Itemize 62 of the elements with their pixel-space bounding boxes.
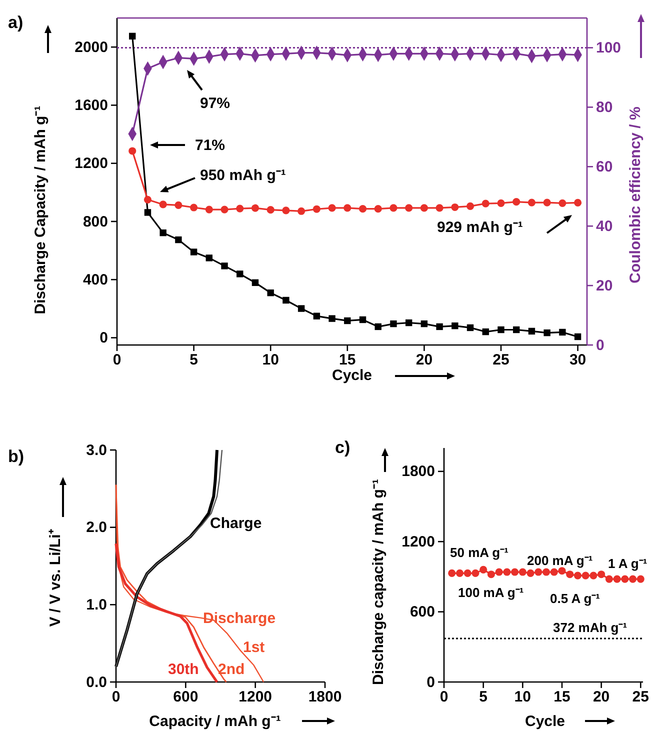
annotation: 1 A g⁻¹ — [608, 556, 648, 571]
x-tick-label: 1200 — [238, 688, 272, 706]
y2-tick-label: 20 — [596, 277, 613, 294]
x-tick-label: 0 — [440, 688, 448, 706]
y-tick-label: 0 — [100, 330, 108, 347]
y2-tick-label: 0 — [596, 336, 604, 354]
y-axis-title: Discharge Capacity / mAh g⁻¹ — [32, 106, 49, 314]
chart-title: b) — [8, 447, 24, 466]
y-tick-label: 1800 — [402, 463, 435, 480]
y-tick-label: 3.0 — [86, 442, 107, 459]
y2-tick-label: 80 — [596, 98, 613, 116]
y2-tick-label: 100 — [596, 40, 622, 57]
annotation: Charge — [210, 515, 262, 532]
y-axis-title: Discharge capacity / mAh g⁻¹ — [370, 479, 387, 685]
y2-axis-title: Coulombic efficiency / % — [627, 106, 644, 284]
y-tick-label: 400 — [82, 271, 108, 288]
y-tick-label: 0.0 — [86, 674, 107, 691]
x-tick-label: 10 — [514, 688, 531, 706]
y-tick-label: 1.0 — [86, 596, 107, 614]
y-tick-label: 2.0 — [86, 519, 107, 536]
x-axis-title: Capacity / mAh g⁻¹ — [149, 713, 281, 730]
annotation: 0.5 A g⁻¹ — [550, 591, 600, 606]
chart-title: a) — [8, 13, 24, 32]
ref-line-label: 372 mAh g⁻¹ — [553, 620, 628, 635]
x-tick-label: 600 — [173, 688, 198, 706]
y-tick-label: 1600 — [74, 97, 108, 114]
x-tick-label: 1800 — [308, 688, 342, 706]
y-tick-label: 800 — [82, 213, 108, 230]
y-tick-label: 0 — [426, 674, 435, 691]
x-tick-label: 25 — [632, 688, 649, 706]
x-tick-label: 5 — [479, 688, 488, 706]
x-tick-label: 10 — [262, 352, 279, 369]
annotation: Discharge — [203, 610, 276, 627]
y-tick-label: 600 — [410, 604, 435, 621]
y-tick-label: 1200 — [74, 155, 108, 172]
y2-tick-label: 40 — [596, 218, 613, 235]
x-tick-label: 20 — [416, 352, 433, 369]
y-tick-label: 1200 — [402, 533, 435, 550]
y-axis-title: V / V vs. Li/Li⁺ — [47, 529, 64, 627]
x-tick-label: 0 — [112, 352, 122, 369]
annotation: 950 mAh g⁻¹ — [200, 167, 286, 184]
y-tick-label: 2000 — [74, 38, 108, 56]
x-tick-label: 30 — [569, 352, 586, 369]
x-tick-label: 5 — [190, 352, 198, 369]
x-tick-label: 25 — [492, 352, 510, 369]
series-label: 1st — [243, 639, 265, 656]
x-tick-label: 0 — [112, 688, 120, 706]
annotation: 200 mA g⁻¹ — [527, 553, 593, 568]
series-label: 2nd — [218, 661, 245, 678]
annotation: 929 mAh g⁻¹ — [437, 219, 523, 236]
x-tick-label: 15 — [339, 352, 356, 369]
chart-title: c) — [335, 438, 350, 457]
x-axis-title: Cycle — [332, 367, 372, 384]
annotation: 97% — [200, 95, 230, 112]
annotation: 50 mA g⁻¹ — [450, 545, 508, 560]
annotation: 71% — [195, 137, 226, 154]
annotation: 100 mA g⁻¹ — [458, 585, 524, 600]
x-axis-title: Cycle — [524, 713, 566, 730]
y2-tick-label: 60 — [596, 158, 613, 176]
x-tick-label: 20 — [592, 688, 610, 706]
x-tick-label: 15 — [554, 688, 570, 706]
series-label: 30th — [168, 661, 199, 678]
